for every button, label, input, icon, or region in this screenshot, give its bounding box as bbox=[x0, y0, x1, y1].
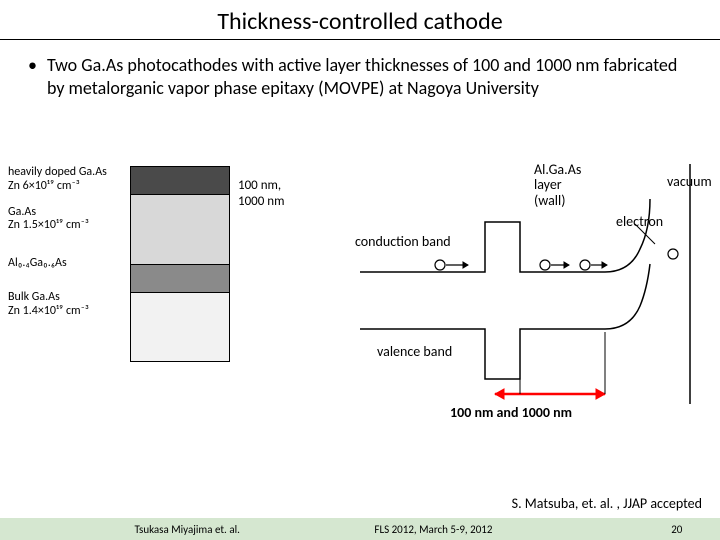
vacuum-label: vacuum bbox=[667, 174, 712, 189]
slide-title: Thickness-controlled cathode bbox=[0, 0, 720, 40]
layer-labels: heavily doped Ga.As Zn 6×10¹⁹ cm⁻³ Ga.As… bbox=[8, 166, 128, 329]
layer-rect bbox=[130, 166, 230, 194]
thickness-label: 100 nm, 1000 nm bbox=[238, 178, 285, 211]
footer-page-number: 20 bbox=[634, 523, 720, 536]
slide-footer: Tsukasa Miyajima et. al. FLS 2012, March… bbox=[0, 518, 720, 540]
bullet-list: • Two Ga.As photocathodes with active la… bbox=[0, 40, 720, 99]
layer-label-2: Al₀.₄Ga₀.₆As bbox=[8, 257, 128, 271]
conduction-band-label: conduction band bbox=[355, 234, 451, 249]
footer-conference: FLS 2012, March 5-9, 2012 bbox=[374, 523, 633, 536]
bullet-item: • Two Ga.As photocathodes with active la… bbox=[28, 54, 692, 99]
band-diagram bbox=[345, 154, 715, 414]
thickness-callout: 100 nm and 1000 nm bbox=[450, 404, 572, 421]
bullet-dot-icon: • bbox=[28, 54, 37, 99]
slide-title-text: Thickness-controlled cathode bbox=[217, 7, 502, 36]
valence-band-label: valence band bbox=[377, 344, 452, 359]
layer-rect bbox=[130, 264, 230, 292]
footer-author: Tsukasa Miyajima et. al. bbox=[0, 523, 374, 536]
electron-label: electron bbox=[616, 214, 663, 229]
layer-label-3: Bulk Ga.As Zn 1.4×10¹⁹ cm⁻³ bbox=[8, 291, 128, 319]
layer-stack-diagram bbox=[130, 166, 230, 362]
layer-label-0: heavily doped Ga.As Zn 6×10¹⁹ cm⁻³ bbox=[8, 166, 128, 194]
layer-label-1: Ga.As Zn 1.5×10¹⁹ cm⁻³ bbox=[8, 206, 128, 234]
layer-rect bbox=[130, 292, 230, 362]
diagram-area: heavily doped Ga.As Zn 6×10¹⁹ cm⁻³ Ga.As… bbox=[0, 158, 720, 458]
citation-text: S. Matsuba, et. al. , JJAP accepted bbox=[512, 495, 702, 512]
bullet-text: Two Ga.As photocathodes with active laye… bbox=[47, 54, 692, 99]
layer-rect bbox=[130, 194, 230, 264]
wall-label: Al.Ga.As layer (wall) bbox=[534, 162, 581, 208]
